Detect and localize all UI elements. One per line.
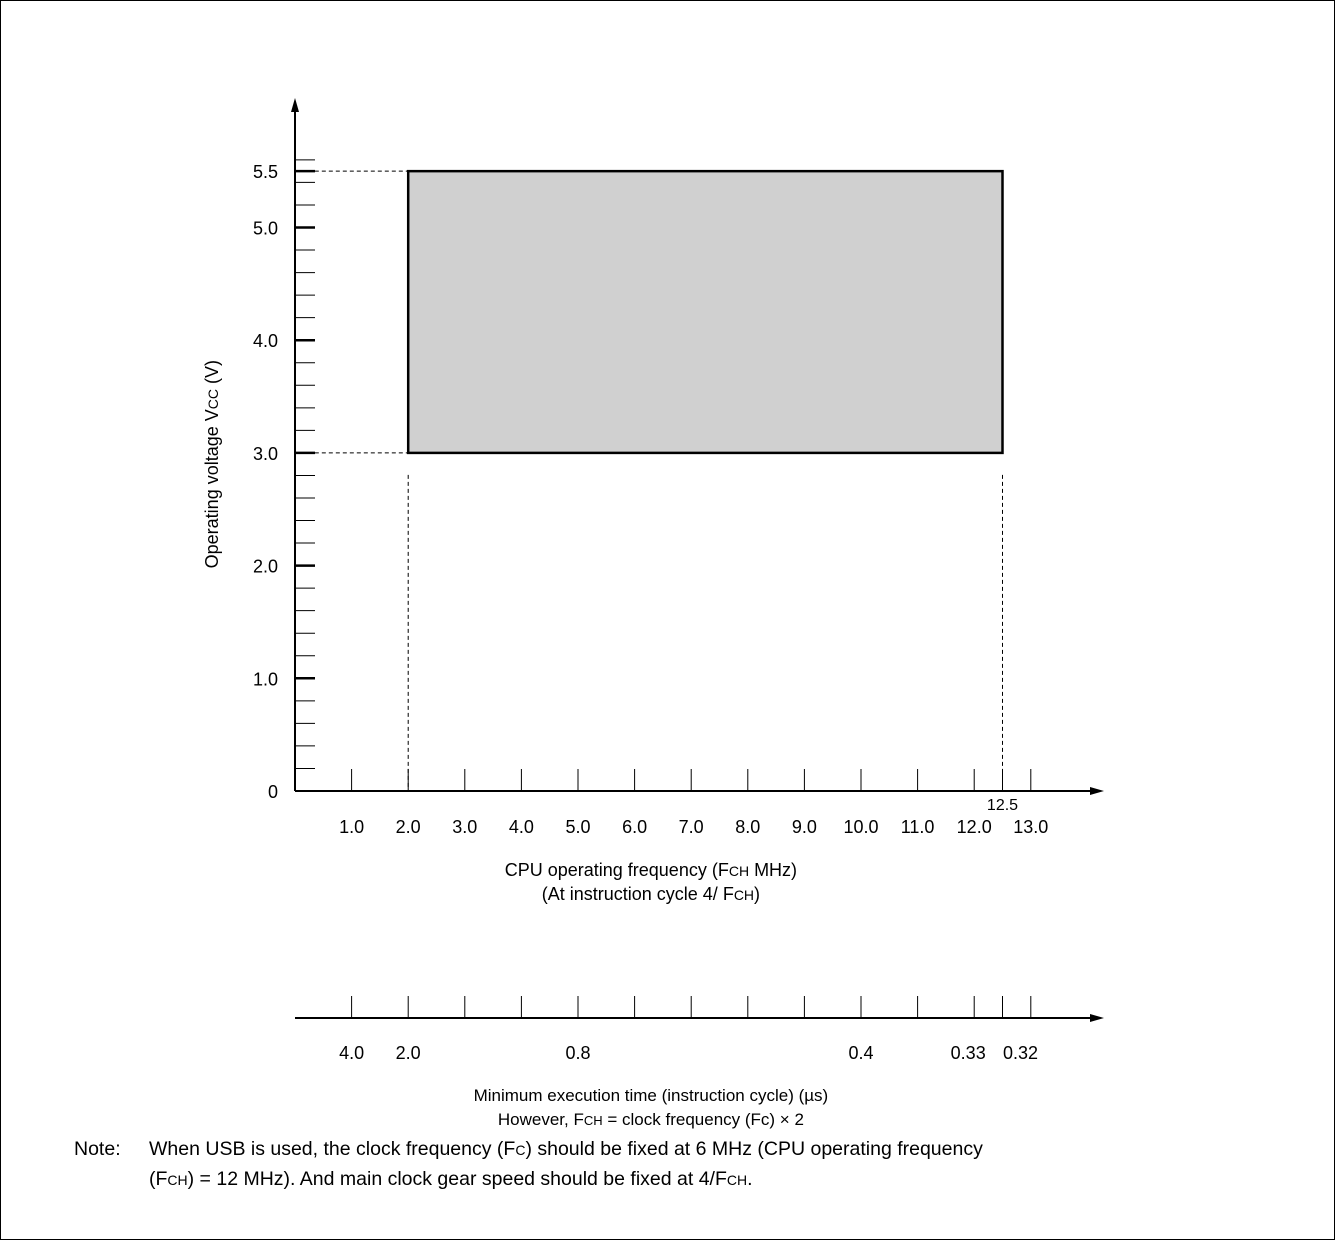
x-tick-label: 7.0	[679, 817, 704, 837]
x-tick-label: 3.0	[452, 817, 477, 837]
y-axis-arrow	[291, 98, 299, 112]
x-tick-label: 10.0	[843, 817, 878, 837]
x-tick-label: 5.0	[565, 817, 590, 837]
y-tick-label: 4.0	[253, 331, 278, 351]
y-tick-label: 5.5	[253, 162, 278, 182]
x2-axis-label-line-1: Minimum execution time (instruction cycl…	[474, 1086, 829, 1105]
x2-tick-label: 4.0	[339, 1043, 364, 1063]
y-axis-label: Operating voltage VCC (V)	[202, 360, 222, 568]
note-line-1-rest: ) should be fixed at 6 MHz (CPU operatin…	[525, 1138, 983, 1160]
note-line-2-a: (F	[149, 1168, 168, 1190]
x2-axis-arrow	[1090, 1014, 1104, 1022]
y-tick-label: 0	[268, 782, 278, 802]
note-line-2-c: .	[747, 1168, 753, 1190]
x2-tick-label: 0.8	[565, 1043, 590, 1063]
y-tick-label: 3.0	[253, 444, 278, 464]
x-tick-label: 9.0	[792, 817, 817, 837]
note-line-2: (FCH) = 12 MHz). And main clock gear spe…	[149, 1164, 753, 1195]
x-tick-label-extra: 12.5	[987, 797, 1018, 814]
x-tick-label: 8.0	[735, 817, 760, 837]
x-tick-label: 1.0	[339, 817, 364, 837]
operating-region	[406, 169, 1004, 455]
note-line-2-b: ) = 12 MHz). And main clock gear speed s…	[187, 1168, 727, 1190]
note-line-1: When USB is used, the clock frequency (F…	[149, 1134, 983, 1165]
x-tick-label: 4.0	[509, 817, 534, 837]
x-tick-label: 12.0	[957, 817, 992, 837]
x2-axis-label-line-2: However, FCH = clock frequency (Fc) × 2	[498, 1110, 804, 1129]
note-line-1-sub: C	[515, 1142, 526, 1158]
x2-tick-label: 2.0	[396, 1043, 421, 1063]
note-line-1-text: When USB is used, the clock frequency (F	[149, 1138, 516, 1160]
x2-tick-label: 0.32	[1003, 1043, 1038, 1063]
x-tick-label: 2.0	[396, 817, 421, 837]
y-tick-label: 5.0	[253, 219, 278, 239]
x2-tick-label: 0.4	[848, 1043, 873, 1063]
note-line-2-sub1: CH	[167, 1172, 188, 1188]
note-label: Note:	[74, 1138, 121, 1160]
x-axis-arrow	[1090, 787, 1104, 795]
x2-tick-label: 0.33	[951, 1043, 986, 1063]
note-line-2-sub2: CH	[726, 1172, 748, 1188]
x-tick-label: 11.0	[901, 817, 935, 837]
x-axis-label-line-1: CPU operating frequency (FCH MHz)	[505, 860, 797, 880]
x-tick-label: 13.0	[1013, 817, 1048, 837]
y-tick-label: 2.0	[253, 557, 278, 577]
x-axis-label-line-2: (At instruction cycle 4/ FCH)	[542, 884, 760, 904]
x-tick-label: 6.0	[622, 817, 647, 837]
y-tick-label: 1.0	[253, 669, 278, 689]
